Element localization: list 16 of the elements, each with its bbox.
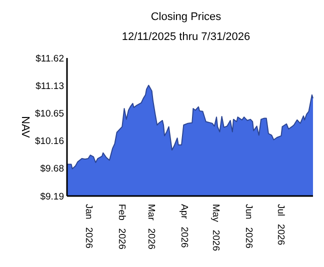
x-tick-label: Mar 2026 bbox=[146, 204, 157, 250]
x-tick-label: Jul 2026 bbox=[274, 204, 286, 246]
chart-subtitle: 12/11/2025 thru 7/31/2026 bbox=[122, 31, 250, 43]
y-tick-label: $10.16 bbox=[34, 136, 64, 148]
x-tick-label: Jun 2026 bbox=[243, 204, 254, 248]
chart-title: Closing Prices bbox=[150, 11, 222, 23]
y-tick-label: $9.19 bbox=[40, 191, 64, 202]
y-tick-label: $10.65 bbox=[34, 108, 64, 120]
x-tick-label: May 2026 bbox=[210, 204, 222, 251]
y-tick-label: $11.62 bbox=[36, 53, 64, 64]
y-tick-label: $11.13 bbox=[36, 81, 64, 92]
y-axis-title: NAV bbox=[19, 116, 31, 139]
x-tick-label: Apr 2026 bbox=[178, 204, 190, 248]
x-tick-label: Jan 2026 bbox=[82, 204, 94, 248]
x-tick-label: Feb 2026 bbox=[116, 204, 127, 250]
y-tick-label: $9.68 bbox=[40, 164, 64, 174]
